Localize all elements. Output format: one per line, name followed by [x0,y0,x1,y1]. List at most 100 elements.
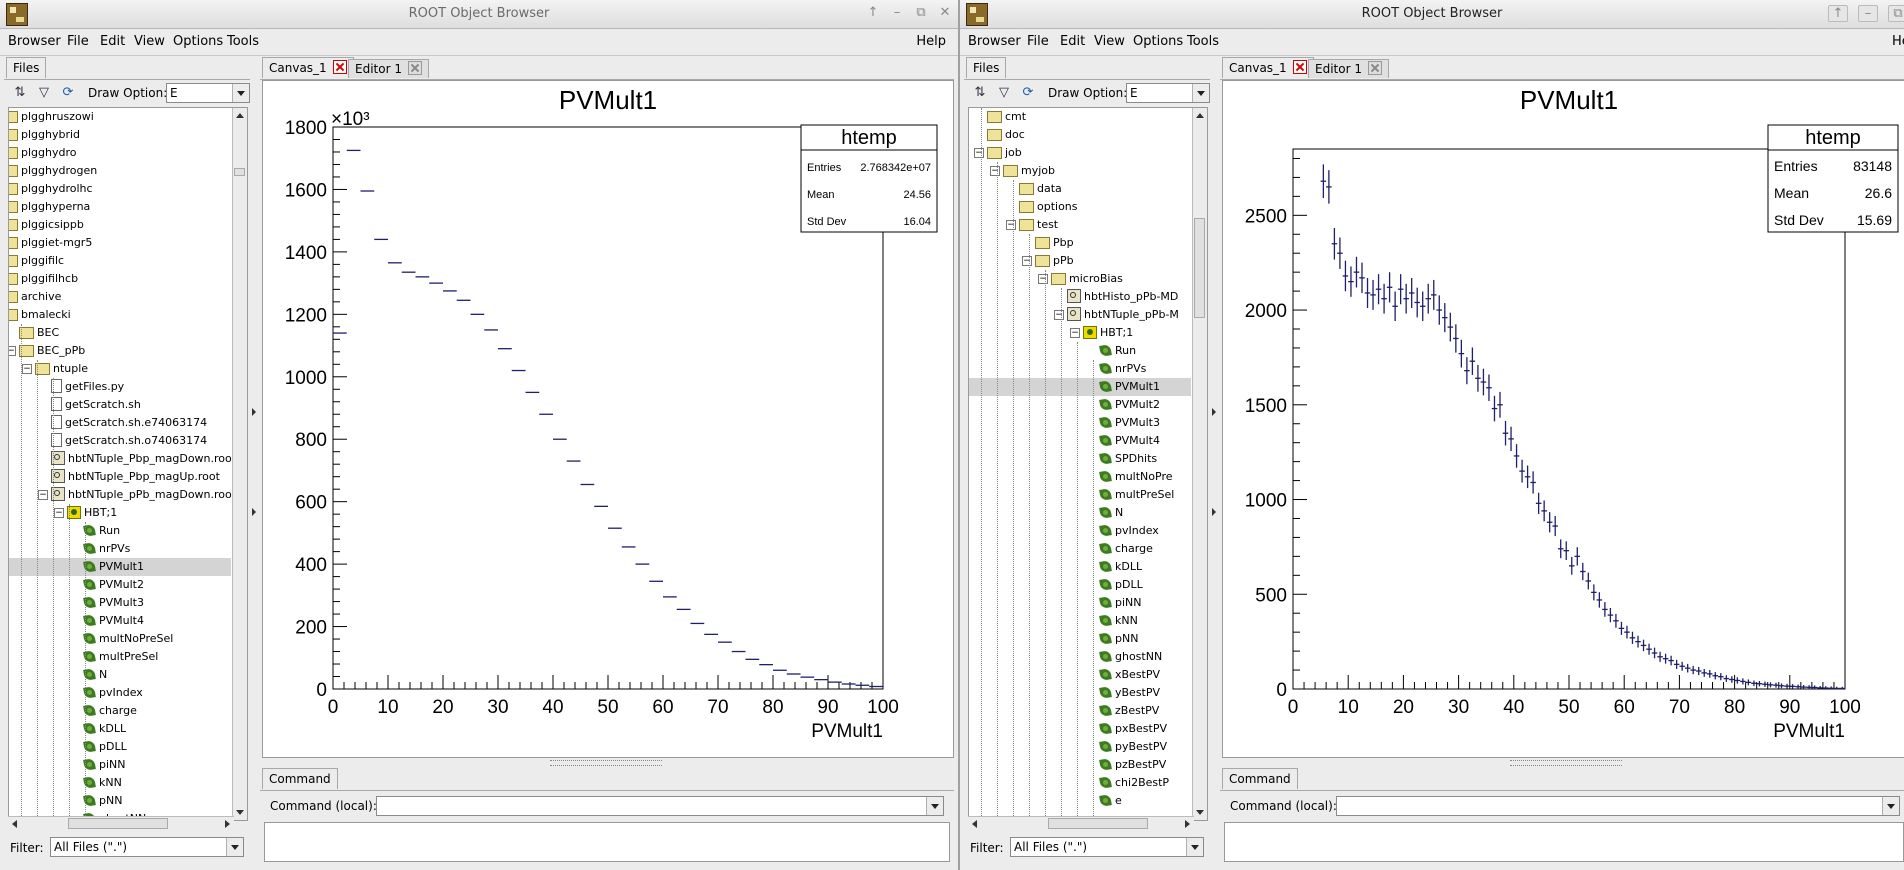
menu-help[interactable]: Help [916,34,946,49]
collapse-toggle-icon[interactable]: − [974,148,984,158]
chevron-down-icon[interactable] [1186,838,1203,856]
scroll-down-icon[interactable] [1196,810,1204,815]
collapse-toggle-icon[interactable]: − [9,346,16,356]
tree-item-ppb[interactable]: pPb − [969,252,1191,270]
sort-icon[interactable]: ⇅ [974,85,986,100]
tree-item-n[interactable]: N [9,666,231,684]
tree-item-archive[interactable]: archive [9,288,231,306]
splitter-arrow-icon[interactable] [1212,508,1216,516]
filter-icon[interactable]: ▽ [39,85,49,100]
collapse-toggle-icon[interactable]: − [990,166,1000,176]
tree-horizontal-scrollbar[interactable] [968,816,1194,831]
tree-item-getscratch-sh[interactable]: getScratch.sh [9,396,231,414]
menu-file[interactable]: File [1027,34,1049,49]
tree-item-doc[interactable]: doc [969,126,1191,144]
menu-edit[interactable]: Edit [100,34,126,49]
tree-item-microbias[interactable]: microBias − [969,270,1191,288]
scroll-thumb[interactable] [1194,218,1205,318]
draw-option-combo[interactable]: E [1126,83,1210,103]
tree-item-pvindex[interactable]: pvIndex [9,684,231,702]
horizontal-splitter[interactable] [1510,760,1622,766]
tree-item-spdhits[interactable]: SPDhits [969,450,1191,468]
tree-item-hbtntuple-pbp-magdown-root[interactable]: hbtNTuple_Pbp_magDown.root [9,450,236,468]
tree-item-knn[interactable]: kNN [969,612,1191,630]
tree-item-run[interactable]: Run [969,342,1191,360]
menu-tools[interactable]: Tools [227,34,260,49]
tab-canvas[interactable]: Canvas_1 [262,57,354,78]
menu-options[interactable]: Options [173,34,224,49]
scroll-left-icon[interactable] [12,820,17,828]
tab-command[interactable]: Command [262,768,338,789]
scroll-down-icon[interactable] [236,810,244,815]
tree-item-plgghruszowi[interactable]: plgghruszowi [9,108,231,126]
refresh-icon[interactable]: ⟳ [1022,85,1034,100]
window-up-icon[interactable]: ↑ [867,5,879,20]
tree-item-pxbestpv[interactable]: pxBestPV [969,720,1191,738]
menu-edit[interactable]: Edit [1060,34,1086,49]
tree-item-pvmult3[interactable]: PVMult3 [969,414,1191,432]
tab-canvas[interactable]: Canvas_1 [1222,57,1314,78]
command-input[interactable] [376,796,944,816]
tree-item-data[interactable]: data [969,180,1191,198]
tree-item-pinn[interactable]: piNN [9,756,231,774]
tree-item-plgghydro[interactable]: plgghydro [9,144,231,162]
tree-item-ybestpv[interactable]: yBestPV [969,684,1191,702]
close-tab-icon[interactable] [1367,61,1382,75]
scroll-thumb[interactable] [68,818,168,829]
tree-item-run[interactable]: Run [9,522,231,540]
tab-files[interactable]: Files [6,57,47,78]
sort-icon[interactable]: ⇅ [14,85,26,100]
tree-item-zbestpv[interactable]: zBestPV [969,702,1191,720]
tree-item-plgghybrid[interactable]: plgghybrid [9,126,231,144]
collapse-toggle-icon[interactable]: − [38,490,48,500]
menu-file[interactable]: File [67,34,89,49]
tree-item-kdll[interactable]: kDLL [969,558,1191,576]
tree-item-pvmult4[interactable]: PVMult4 [969,432,1191,450]
collapse-toggle-icon[interactable]: − [1006,220,1016,230]
tree-item-charge[interactable]: charge [969,540,1191,558]
collapse-toggle-icon[interactable]: − [1070,328,1080,338]
tree-item-multnopresel[interactable]: multNoPreSel [9,630,231,648]
window-up-icon[interactable]: ↑ [1828,5,1848,22]
tree-item-e[interactable]: e [969,792,1191,810]
tab-editor[interactable]: Editor 1 [348,59,429,78]
tree-item-hbtntuple-ppb-magdown-root[interactable]: hbtNTuple_pPb_magDown.root − [9,486,236,504]
tree-item-pybestpv[interactable]: pyBestPV [969,738,1191,756]
filter-icon[interactable]: ▽ [999,85,1009,100]
tree-item-pnn[interactable]: pNN [969,630,1191,648]
maximize-icon[interactable]: ⧉ [1888,5,1904,22]
tree-item-pvmult2[interactable]: PVMult2 [9,576,231,594]
tree-item-cmt[interactable]: cmt [969,108,1191,126]
tree-item-hbtntuple-ppb-m[interactable]: hbtNTuple_pPb-M − [969,306,1191,324]
collapse-toggle-icon[interactable]: − [1038,274,1048,284]
tree-item-hbt-1[interactable]: HBT;1 − [9,504,231,522]
canvas-area[interactable]: PVMult1 0 10 20 30 40 50 60 70 80 90 100 0 200 400 600 8… [262,80,954,758]
filter-combo[interactable]: All Files (".") [50,837,244,857]
close-icon[interactable]: ✕ [939,5,951,20]
minimize-icon[interactable]: – [893,5,901,20]
tree-item-multpresel[interactable]: multPreSel [9,648,231,666]
tree-item-pvmult1[interactable]: PVMult1 [969,378,1191,396]
tree-item-multpresel[interactable]: multPreSel [969,486,1191,504]
menu-view[interactable]: View [1094,34,1125,49]
tree-item-pvmult2[interactable]: PVMult2 [969,396,1191,414]
tab-files[interactable]: Files [966,57,1007,78]
splitter-arrow-icon[interactable] [252,508,256,516]
tree-item-hbthisto-ppb-md[interactable]: hbtHisto_pPb-MD [969,288,1191,306]
tree-item-pdll[interactable]: pDLL [969,576,1191,594]
tree-item-n[interactable]: N [969,504,1191,522]
tab-editor[interactable]: Editor 1 [1308,59,1389,78]
tree-item-nrpvs[interactable]: nrPVs [969,360,1191,378]
chevron-down-icon[interactable] [1882,797,1899,815]
command-input[interactable] [1336,796,1900,816]
canvas-area[interactable]: PVMult1 0 10 20 30 40 50 60 70 80 90 100 0 500 1000 150… [1222,80,1904,758]
filter-combo[interactable]: All Files (".") [1010,837,1204,857]
tree-item-pdll[interactable]: pDLL [9,738,231,756]
tree-item-knn[interactable]: kNN [9,774,231,792]
file-tree[interactable]: cmt doc job − myjob − data options test − Pbp pPb − m… [968,107,1208,821]
tree-item-getscratch-sh-e74063174[interactable]: getScratch.sh.e74063174 [9,414,231,432]
menu-view[interactable]: View [134,34,165,49]
splitter-arrow-icon[interactable] [252,408,256,416]
menu-options[interactable]: Options [1133,34,1184,49]
tree-item-test[interactable]: test − [969,216,1191,234]
